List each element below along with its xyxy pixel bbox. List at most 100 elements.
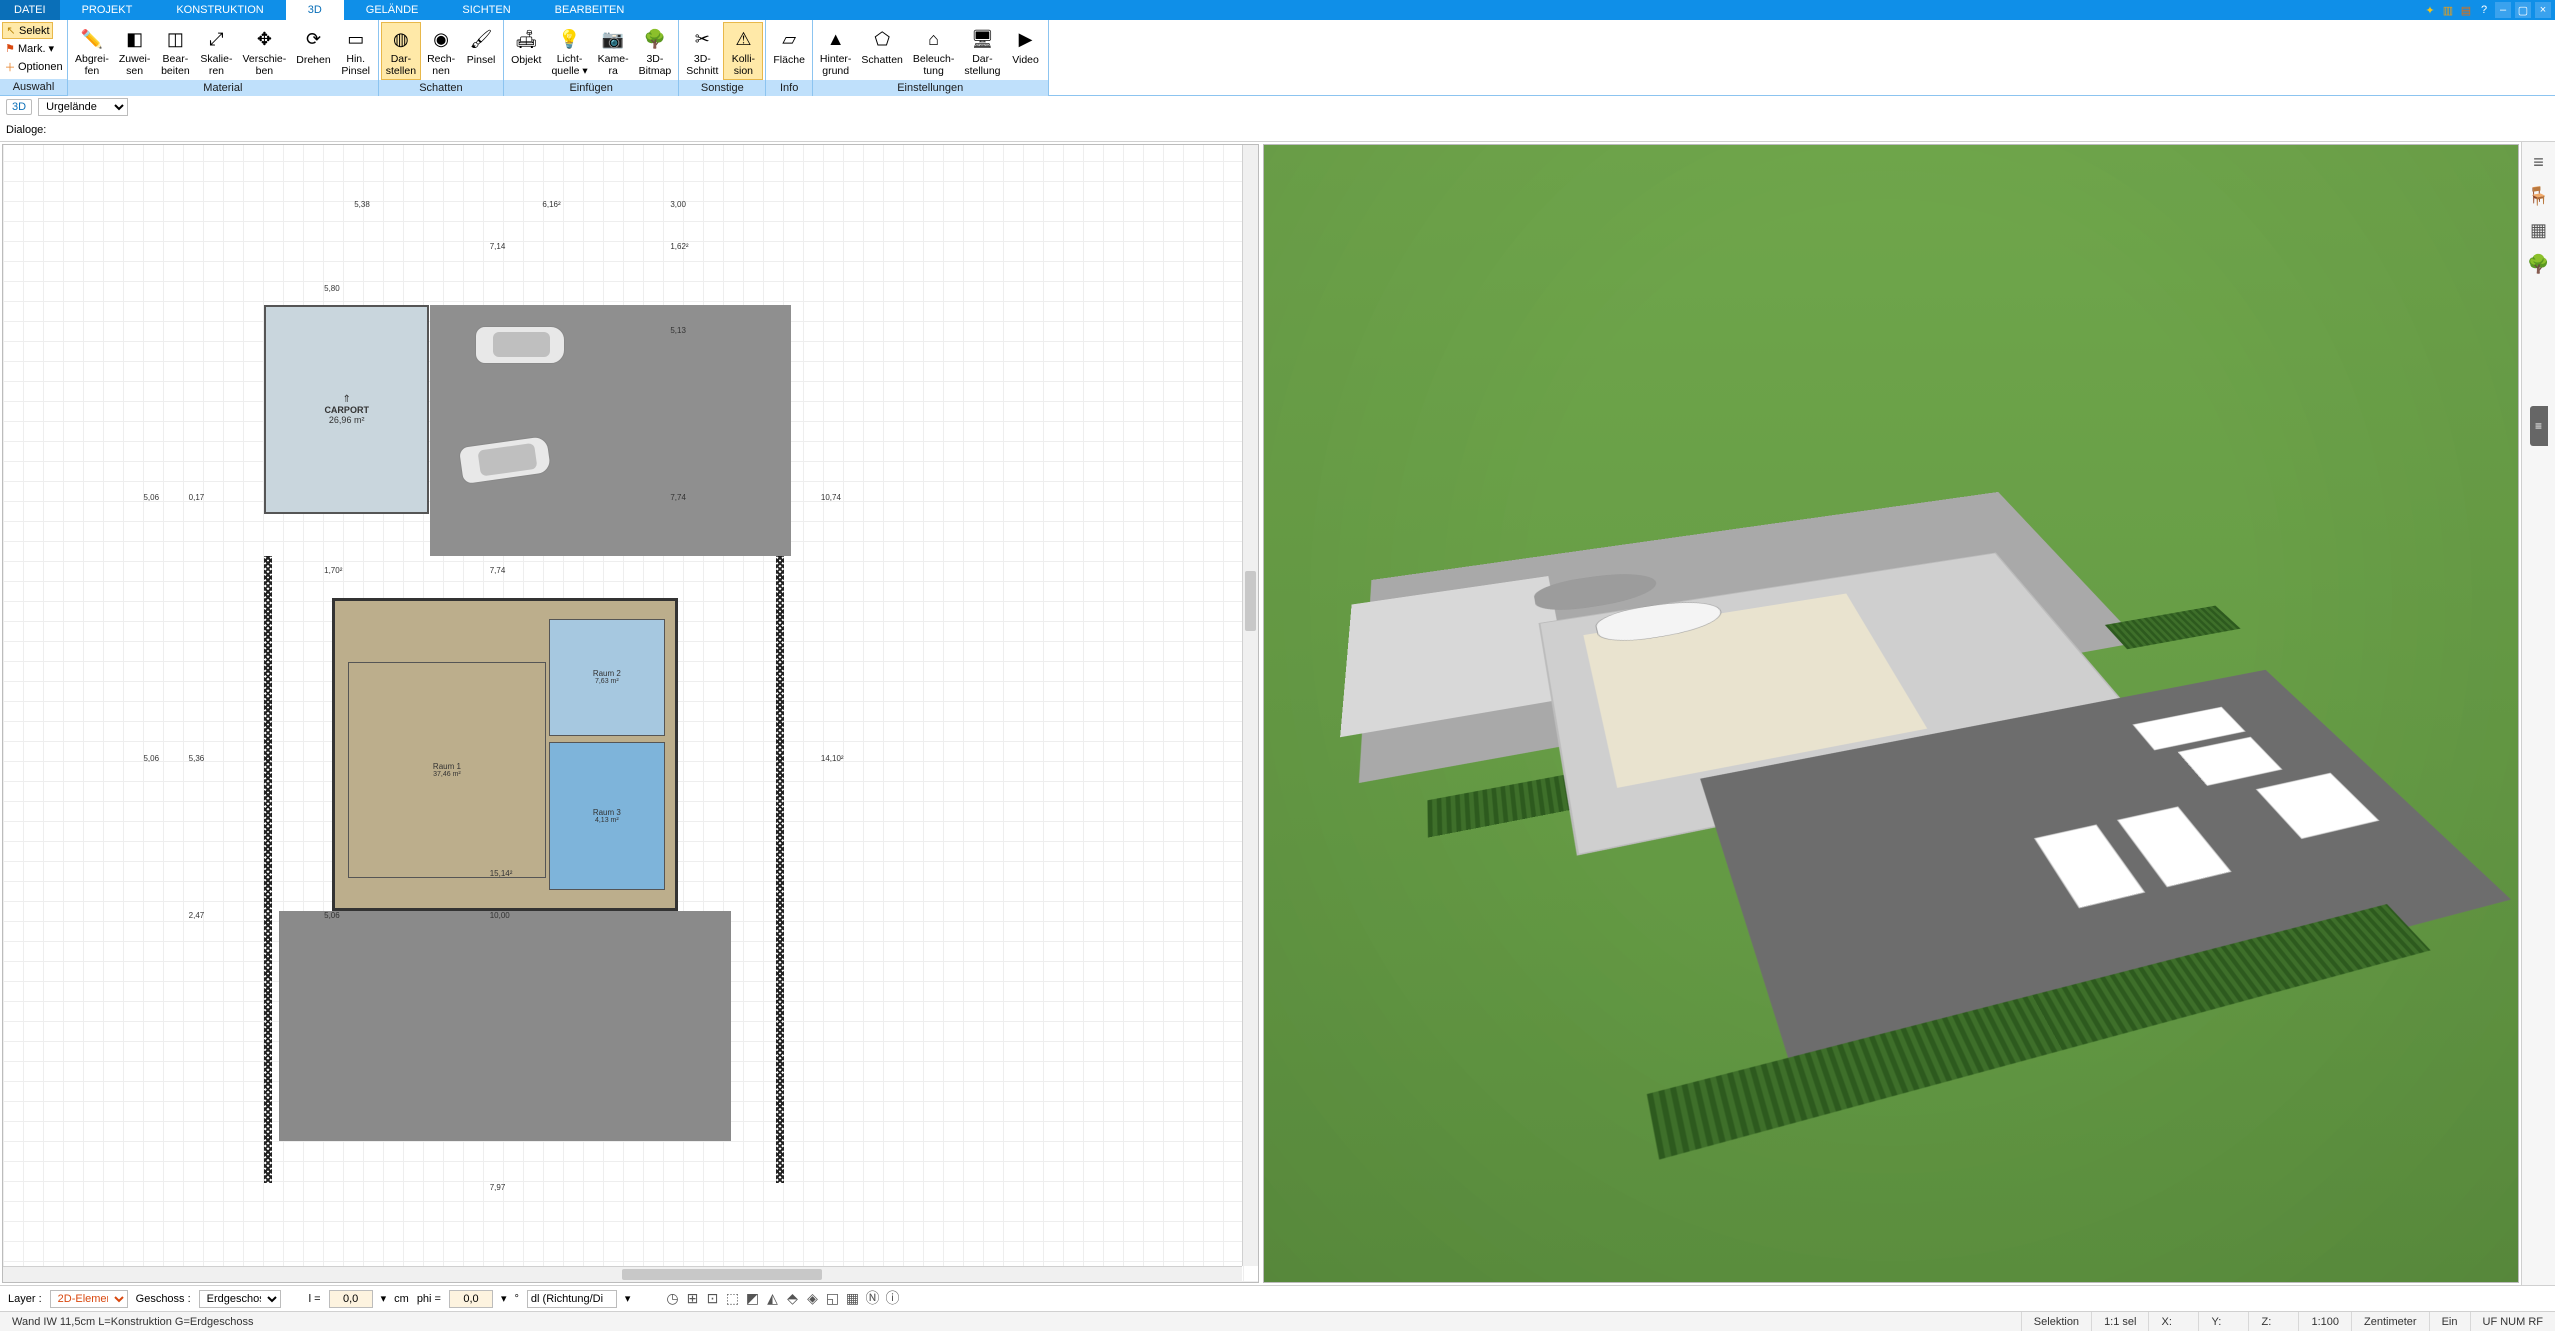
floorplan-2d-view[interactable]: ⇑ CARPORT 26,96 m² Raum 137,46 m²Raum 27… xyxy=(2,144,1259,1283)
ribbon-verschieben-button[interactable]: ✥Verschie- ben xyxy=(237,22,291,80)
angle-unit: ° xyxy=(515,1293,519,1305)
room-label: Raum 34,13 m² xyxy=(549,742,665,890)
dimension-label: 7,97 xyxy=(490,1183,506,1192)
menu-tab-sichten[interactable]: SICHTEN xyxy=(440,0,532,20)
ribbon-darstellung-button[interactable]: 🖥Dar- stellung xyxy=(959,22,1005,80)
house-outline: Raum 137,46 m²Raum 27,63 m²Raum 34,13 m² xyxy=(332,598,678,912)
horizontal-scrollbar[interactable] xyxy=(3,1266,1242,1282)
menu-tab-projekt[interactable]: PROJEKT xyxy=(60,0,155,20)
selection-mark[interactable]: ⚑Mark. ▾ xyxy=(2,40,56,57)
ribbon-kamera-button[interactable]: 📷Kame- ra xyxy=(593,22,634,80)
dimension-label: 5,38 xyxy=(354,200,370,209)
ribbon-bearbeiten-button[interactable]: ◫Bear- beiten xyxy=(155,22,195,80)
floor-select[interactable]: Erdgeschos xyxy=(199,1290,281,1308)
dimension-label: 5,36 xyxy=(189,754,205,763)
view-mode-badge[interactable]: 3D xyxy=(6,99,32,115)
menu-tab-3d[interactable]: 3D xyxy=(286,0,344,20)
ribbon-rechnen-button[interactable]: ◉Rech- nen xyxy=(421,22,461,80)
tools-icon[interactable]: ✦ xyxy=(2423,3,2437,17)
dimension-label: 5,06 xyxy=(143,493,159,502)
titlebar-system-icons: ✦ ▥ ▤ ? ‒ ▢ × xyxy=(2423,0,2555,20)
bottom-tool-icon[interactable]: ▦ xyxy=(842,1289,862,1309)
carport-region: ⇑ CARPORT 26,96 m² xyxy=(264,305,430,514)
ribbon-group-einfügen: Einfügen xyxy=(504,80,678,96)
status-bar: Wand IW 11,5cm L=Konstruktion G=Erdgesch… xyxy=(0,1311,2555,1331)
dimension-label: 5,13 xyxy=(670,326,686,335)
ribbon-hintergrund-button[interactable]: ▲Hinter- grund xyxy=(815,22,857,80)
menu-tab-bearbeiten[interactable]: BEARBEITEN xyxy=(533,0,647,20)
bottom-tool-icon[interactable]: ◷ xyxy=(662,1289,682,1309)
menu-tab-konstruktion[interactable]: KONSTRUKTION xyxy=(154,0,285,20)
bottom-tool-icon[interactable]: ⬘ xyxy=(782,1289,802,1309)
bottom-tool-icon[interactable]: ◭ xyxy=(762,1289,782,1309)
plants-panel-icon[interactable]: 🌳 xyxy=(2527,252,2551,276)
terrain-select[interactable]: Urgelände xyxy=(38,98,128,116)
materials-panel-icon[interactable]: ▦ xyxy=(2527,218,2551,242)
panel-collapse-handle[interactable]: ≡ xyxy=(2530,406,2548,446)
ribbon-group-auswahl: Auswahl xyxy=(0,79,67,95)
dimension-label: 3,00 xyxy=(670,200,686,209)
ribbon-group-sonstige: Sonstige xyxy=(679,80,765,96)
right-tool-strip: ≡ 🪑 ▦ 🌳 ≡ xyxy=(2521,142,2555,1285)
status-sel-ratio: 1:1 sel xyxy=(2092,1312,2149,1331)
ribbon-abgreifen-button[interactable]: ✏️Abgrei- fen xyxy=(70,22,114,80)
status-unit: Zentimeter xyxy=(2352,1312,2430,1331)
ribbon-video-button[interactable]: ▶Video xyxy=(1006,22,1046,80)
ribbon-objekt-button[interactable]: 🛋Objekt xyxy=(506,22,546,80)
layers-panel-icon[interactable]: ≡ xyxy=(2527,150,2551,174)
dimension-label: 7,74 xyxy=(490,566,506,575)
bottom-tool-icon[interactable]: ◱ xyxy=(822,1289,842,1309)
ribbon-kollision-button[interactable]: ⚠Kolli- sion xyxy=(723,22,763,80)
menu-bar: DATEIPROJEKTKONSTRUKTION3DGELÄNDESICHTEN… xyxy=(0,0,2555,20)
status-x: X: xyxy=(2149,1312,2199,1331)
dialoge-label: Dialoge: xyxy=(6,124,46,136)
bottom-tool-icon[interactable]: Ⓝ xyxy=(862,1288,882,1308)
ribbon-lichtquelle-button[interactable]: 💡Licht- quelle ▾ xyxy=(546,22,592,80)
room-label: Raum 27,63 m² xyxy=(549,619,665,736)
status-flags: UF NUM RF xyxy=(2471,1312,2555,1331)
ribbon-hinpinsel-button[interactable]: ▭Hin. Pinsel xyxy=(336,22,376,80)
selection-optionen[interactable]: ＋Optionen xyxy=(2,58,65,75)
ribbon-dbitmap-button[interactable]: 🌳3D- Bitmap xyxy=(634,22,677,80)
bottom-tool-icon[interactable]: ◩ xyxy=(742,1289,762,1309)
dimension-label: 5,80 xyxy=(324,284,340,293)
direction-input[interactable] xyxy=(527,1290,617,1308)
help-icon[interactable]: ? xyxy=(2477,3,2491,17)
status-scale: 1:100 xyxy=(2299,1312,2352,1331)
palette-icon[interactable]: ▤ xyxy=(2459,3,2473,17)
ribbon-darstellen-button[interactable]: ◍Dar- stellen xyxy=(381,22,421,80)
dimension-label: 5,06 xyxy=(324,911,340,920)
close-button[interactable]: × xyxy=(2535,2,2551,18)
ribbon-pinsel-button[interactable]: 🖌Pinsel xyxy=(461,22,501,80)
ribbon-flche-button[interactable]: ▱Fläche xyxy=(768,22,810,80)
room-label: Raum 137,46 m² xyxy=(348,662,545,877)
bottom-tool-icon[interactable]: ⊞ xyxy=(682,1289,702,1309)
ribbon: ↖Selekt⚑Mark. ▾＋Optionen Auswahl✏️Abgrei-… xyxy=(0,20,2555,96)
bottom-tool-icon[interactable]: ⊡ xyxy=(702,1289,722,1309)
ribbon-schatten-button[interactable]: ⬠Schatten xyxy=(856,22,907,80)
layers-icon[interactable]: ▥ xyxy=(2441,3,2455,17)
layer-select[interactable]: 2D-Elemen xyxy=(50,1290,128,1308)
render-3d-view[interactable] xyxy=(1263,144,2520,1283)
vertical-scrollbar[interactable] xyxy=(1242,145,1258,1266)
menu-tab-datei[interactable]: DATEI xyxy=(0,0,60,20)
ribbon-dschnitt-button[interactable]: ✂3D- Schnitt xyxy=(681,22,723,80)
maximize-button[interactable]: ▢ xyxy=(2515,2,2531,18)
bottom-tool-icon[interactable]: ◈ xyxy=(802,1289,822,1309)
bottom-tool-icon[interactable]: ⓘ xyxy=(882,1288,902,1308)
ribbon-zuweisen-button[interactable]: ◧Zuwei- sen xyxy=(114,22,156,80)
ribbon-beleuchtung-button[interactable]: ⌂Beleuch- tung xyxy=(908,22,959,80)
minimize-button[interactable]: ‒ xyxy=(2495,2,2511,18)
dimension-label: 5,06 xyxy=(143,754,159,763)
ribbon-skalieren-button[interactable]: ⤢Skalie- ren xyxy=(195,22,237,80)
length-input[interactable] xyxy=(329,1290,373,1308)
status-context: Wand IW 11,5cm L=Konstruktion G=Erdgesch… xyxy=(0,1312,2022,1331)
status-selection-label: Selektion xyxy=(2022,1312,2092,1331)
furniture-panel-icon[interactable]: 🪑 xyxy=(2527,184,2551,208)
ribbon-drehen-button[interactable]: ⟳Drehen xyxy=(291,22,335,80)
selection-selekt[interactable]: ↖Selekt xyxy=(2,22,53,39)
length-unit: cm xyxy=(394,1293,409,1305)
menu-tab-gelände[interactable]: GELÄNDE xyxy=(344,0,441,20)
bottom-tool-icon[interactable]: ⬚ xyxy=(722,1289,742,1309)
angle-input[interactable] xyxy=(449,1290,493,1308)
